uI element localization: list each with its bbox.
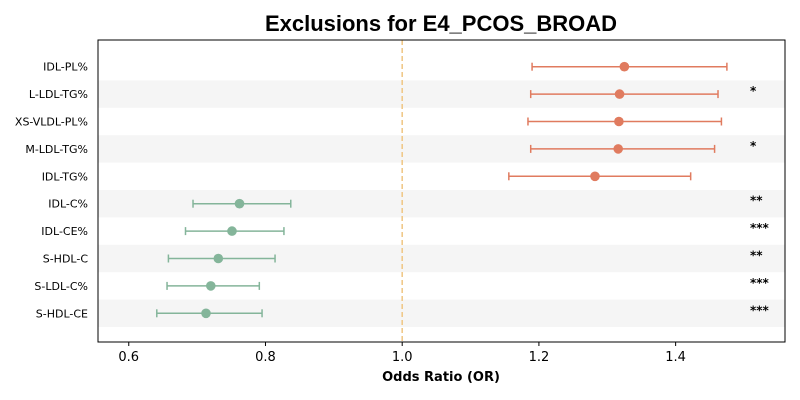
y-tick-label: IDL-PL%: [43, 61, 88, 74]
or-point: [613, 144, 624, 154]
x-tick-label: 0.6: [118, 350, 139, 365]
or-point: [619, 61, 630, 72]
significance-label: **: [750, 249, 763, 263]
row-marks: [156, 308, 263, 319]
or-point: [205, 281, 216, 291]
y-axis-labels: IDL-PL% L-LDL-TG% XS-VLDL-PL% M-LDL-TG% IDL-…: [15, 61, 88, 321]
y-tick-label: S-HDL-C: [43, 253, 89, 266]
row-marks: [531, 61, 728, 72]
significance-label: ***: [750, 276, 770, 290]
plot-frame: [97, 39, 786, 343]
x-tick-label: 0.8: [255, 350, 276, 365]
or-point: [234, 198, 245, 209]
row-marks: [508, 171, 692, 182]
row-marks: [192, 198, 292, 209]
significance-labels: ***************: [750, 84, 770, 317]
or-point: [614, 116, 624, 127]
y-tick-label: IDL-TG%: [42, 170, 88, 183]
y-tick-label: IDL-C%: [48, 198, 88, 211]
x-tick-label: 1.0: [392, 350, 413, 365]
y-tick-label: L-LDL-TG%: [29, 88, 88, 101]
row-marks: [166, 281, 261, 291]
row-marks: [529, 89, 719, 99]
significance-label: *: [750, 84, 757, 98]
or-point: [201, 308, 211, 319]
y-tick-label: S-LDL-C%: [34, 280, 88, 293]
x-tick-label: 1.4: [665, 350, 686, 365]
x-axis: 0.6 0.8 1.0 1.2 1.4: [118, 342, 686, 365]
x-axis-label: Odds Ratio (OR): [382, 370, 500, 385]
y-tick-label: S-HDL-CE: [36, 307, 88, 320]
y-tick-label: IDL-CE%: [41, 225, 88, 238]
row-marks: [527, 116, 723, 127]
y-tick-label: XS-VLDL-PL%: [15, 116, 88, 129]
y-tick-label: M-LDL-TG%: [25, 143, 88, 156]
significance-label: ***: [750, 303, 770, 317]
significance-label: **: [750, 194, 763, 208]
row-marks: [167, 253, 276, 264]
data-marks: [156, 61, 728, 319]
row-marks: [529, 144, 716, 154]
significance-label: ***: [750, 221, 770, 235]
or-point: [213, 253, 224, 264]
chart-title: Exclusions for E4_PCOS_BROAD: [265, 11, 617, 36]
row-marks: [184, 226, 285, 236]
significance-label: *: [750, 139, 757, 153]
or-point: [227, 226, 237, 236]
x-tick-label: 1.2: [529, 350, 550, 365]
or-point: [614, 89, 625, 99]
or-point: [590, 171, 600, 182]
